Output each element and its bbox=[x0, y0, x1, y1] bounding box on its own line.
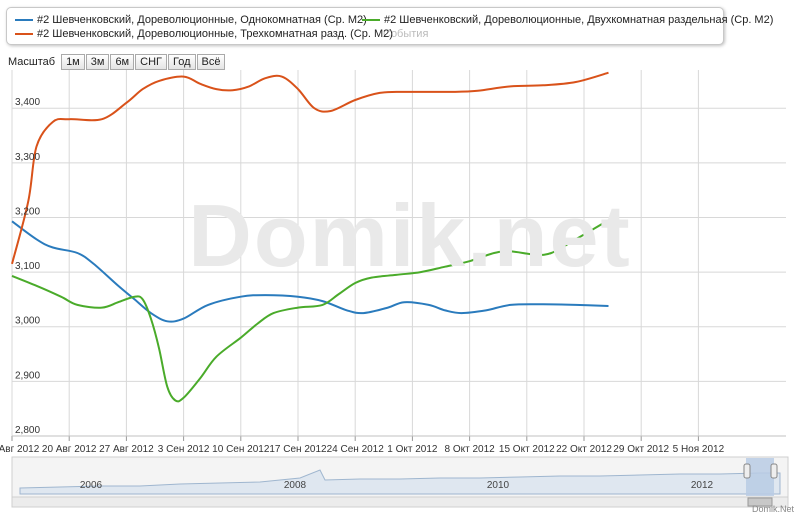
navigator-year-label: 2008 bbox=[284, 480, 307, 491]
legend-label-three-room: #2 Шевченковский, Дореволюционные, Трехк… bbox=[37, 28, 393, 40]
y-tick-label: 3,200 bbox=[15, 206, 40, 217]
legend-item-one-room[interactable]: #2 Шевченковский, Дореволюционные, Однок… bbox=[15, 14, 367, 26]
zoom-label: Масштаб bbox=[8, 56, 56, 68]
series-line-one-room[interactable] bbox=[11, 220, 609, 323]
y-tick-label: 3,300 bbox=[15, 152, 40, 163]
legend-label-two-room: #2 Шевченковский, Дореволюционные, Двухк… bbox=[384, 14, 774, 26]
x-tick-label: 22 Окт 2012 bbox=[556, 444, 612, 455]
zoom-button-3m[interactable]: 3м bbox=[85, 54, 110, 70]
legend-item-three-room[interactable]: #2 Шевченковский, Дореволюционные, Трехк… bbox=[15, 28, 393, 40]
x-tick-label: 8 Окт 2012 bbox=[444, 444, 495, 455]
credit-label: Domik.Net bbox=[751, 504, 794, 514]
navigator-selection[interactable] bbox=[746, 458, 774, 496]
y-tick-label: 2,800 bbox=[15, 425, 40, 436]
legend-label-one-room: #2 Шевченковский, Дореволюционные, Однок… bbox=[37, 14, 367, 26]
navigator-handle-right[interactable] bbox=[770, 463, 778, 479]
navigator-year-labels: 2006 2008 2010 2012 bbox=[80, 480, 714, 491]
legend-swatch-three-room bbox=[15, 33, 33, 36]
legend-swatch-two-room bbox=[362, 19, 380, 22]
x-tick-label: 17 Сен 2012 bbox=[269, 444, 327, 455]
legend-events-label: События bbox=[383, 28, 429, 40]
x-tick-label: 5 Ноя 2012 bbox=[673, 444, 725, 455]
x-tick-label: 1 Окт 2012 bbox=[387, 444, 438, 455]
zoom-button-6m[interactable]: 6м bbox=[110, 54, 135, 70]
y-tick-label: 3,100 bbox=[15, 261, 40, 272]
zoom-button-1m[interactable]: 1м bbox=[61, 54, 85, 70]
y-tick-label: 2,900 bbox=[15, 370, 40, 381]
navigator[interactable]: 2006 2008 2010 2012 bbox=[11, 456, 789, 508]
x-tick-label: 27 Авг 2012 bbox=[99, 444, 154, 455]
navigator-scrollbar[interactable] bbox=[11, 496, 789, 508]
series-line-two-room[interactable] bbox=[11, 219, 610, 403]
x-tick-label: 24 Сен 2012 bbox=[327, 444, 385, 455]
series-lines bbox=[11, 71, 610, 403]
x-tick-label: 3 Сен 2012 bbox=[158, 444, 210, 455]
navigator-year-label: 2010 bbox=[487, 480, 510, 491]
zoom-button-year[interactable]: Год bbox=[167, 54, 196, 70]
navigator-handle-left[interactable] bbox=[743, 463, 751, 479]
x-tick-label: 15 Окт 2012 bbox=[499, 444, 555, 455]
y-axis-ticks: 2,800 2,900 3,000 3,100 3,200 3,300 3,400 bbox=[15, 97, 40, 436]
x-tick-label: 29 Окт 2012 bbox=[613, 444, 669, 455]
y-tick-label: 3,000 bbox=[15, 316, 40, 327]
y-tick-label: 3,400 bbox=[15, 97, 40, 108]
navigator-scrollbar-thumb[interactable] bbox=[747, 497, 773, 507]
zoom-bar: Масштаб 1м 3м 6м СНГ Год Всё bbox=[8, 54, 226, 70]
navigator-year-label: 2006 bbox=[80, 480, 103, 491]
x-tick-label: 10 Сен 2012 bbox=[212, 444, 270, 455]
legend-swatch-one-room bbox=[15, 19, 33, 22]
zoom-button-all[interactable]: Всё bbox=[196, 54, 226, 70]
navigator-year-label: 2012 bbox=[691, 480, 714, 491]
zoom-button-ytd[interactable]: СНГ bbox=[135, 54, 167, 70]
series-line-three-room[interactable] bbox=[11, 71, 609, 265]
x-tick-label: 13 Авг 2012 bbox=[0, 444, 40, 455]
legend: #2 Шевченковский, Дореволюционные, Однок… bbox=[6, 7, 773, 45]
x-tick-label: 20 Авг 2012 bbox=[42, 444, 97, 455]
legend-item-two-room[interactable]: #2 Шевченковский, Дореволюционные, Двухк… bbox=[362, 14, 773, 26]
